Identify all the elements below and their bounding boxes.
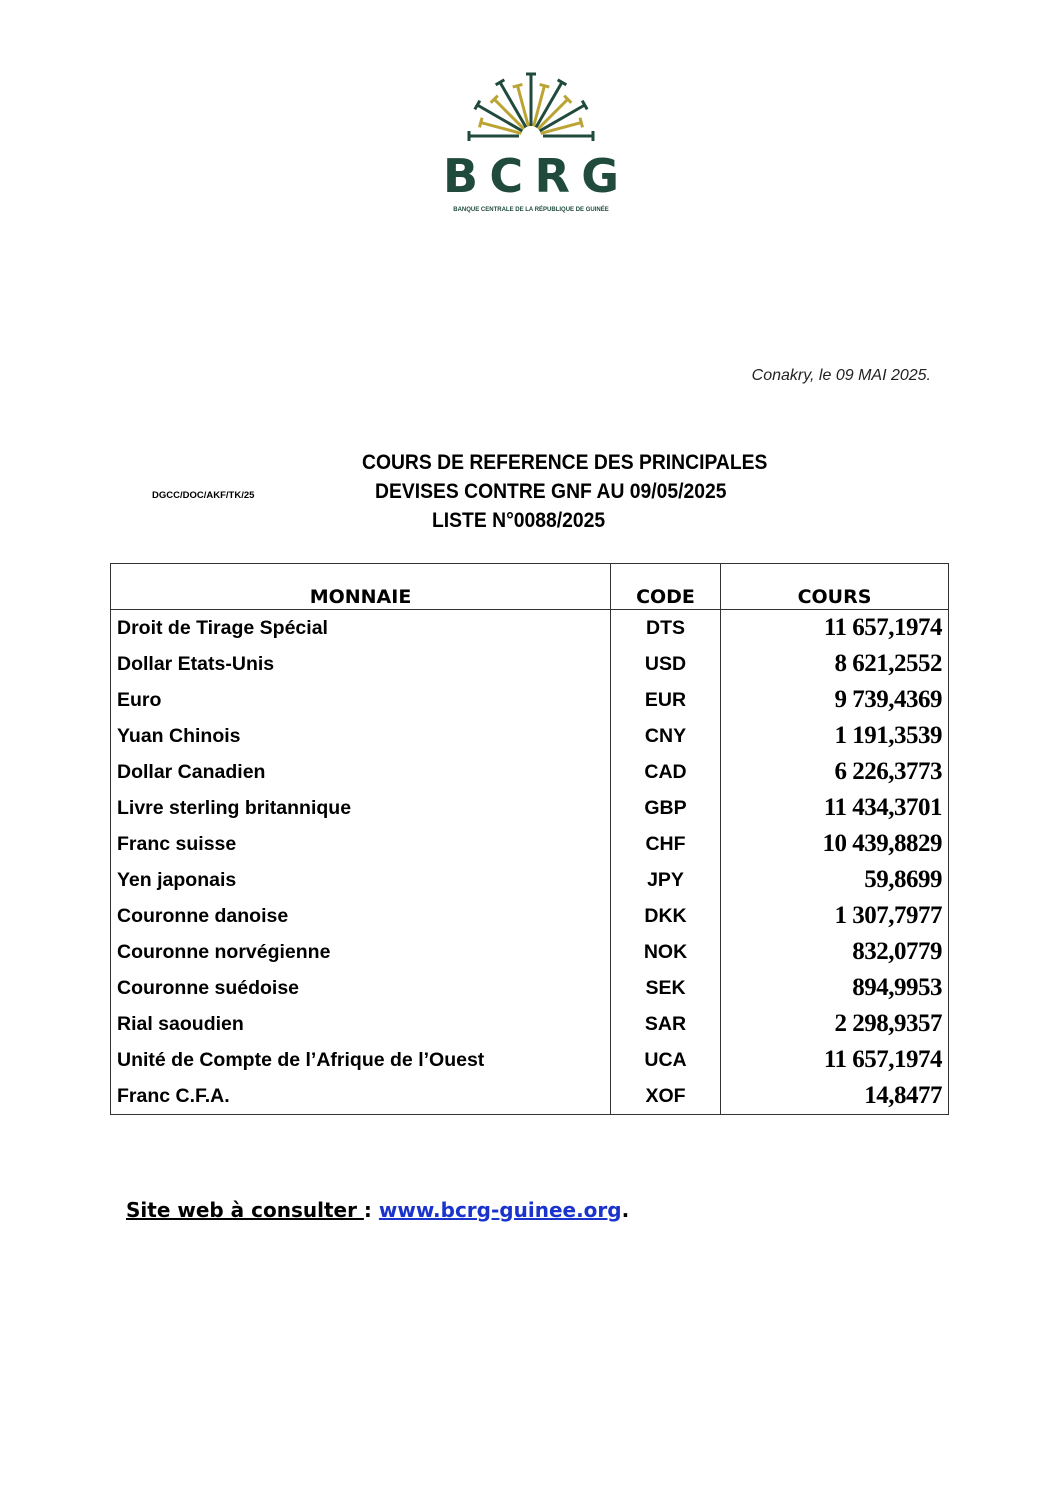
title-line-2: DEVISES CONTRE GNF AU 09/05/2025 — [375, 480, 727, 503]
logo-ray — [534, 81, 564, 129]
website-link[interactable]: www.bcrg-guinee.org — [378, 1198, 622, 1222]
currency-rate: 2 298,9357 — [720, 1006, 949, 1042]
header-rate: COURS — [720, 563, 949, 610]
logo-ray — [540, 121, 582, 135]
logo-ray — [532, 85, 546, 127]
logo-ray-cap — [563, 94, 573, 104]
currency-code: UCA — [610, 1042, 721, 1078]
logo-ray — [538, 103, 586, 133]
currency-name: Droit de Tirage Spécial — [117, 617, 328, 639]
table-row: Dollar Canadien CAD 6 226,3773 — [111, 754, 949, 790]
currency-rate: 59,8699 — [720, 862, 949, 898]
currency-code: JPY — [610, 862, 721, 898]
logo-ray-cap — [580, 99, 589, 111]
currency-code: DTS — [610, 609, 721, 646]
currency-rate: 8 621,2552 — [720, 646, 949, 682]
table-row: Rial saoudien SAR 2 298,9357 — [111, 1006, 949, 1042]
currency-code: DKK — [610, 898, 721, 934]
logo-ray-cap — [512, 83, 523, 89]
title-line-3: LISTE N°0088/2025 — [432, 509, 606, 532]
logo-subtitle: BANQUE CENTRALE DE LA RÉPUBLIQUE DE GUIN… — [453, 207, 609, 213]
currency-code: CAD — [610, 754, 721, 790]
currency-code: SEK — [610, 970, 721, 1006]
table-row: Yuan Chinois CNY 1 191,3539 — [111, 718, 949, 754]
currency-name: Euro — [117, 689, 162, 711]
table-row: Yen japonais JPY 59,8699 — [111, 862, 949, 898]
table-row: Euro EUR 9 739,4369 — [111, 682, 949, 718]
currency-code: GBP — [610, 790, 721, 826]
currency-name: Couronne danoise — [117, 905, 289, 927]
currency-code: XOF — [610, 1078, 721, 1115]
reference-number: DGCC/DOC/AKF/TK/25 — [152, 490, 255, 501]
logo-ray — [498, 81, 528, 129]
table-row: Couronne suédoise SEK 894,9953 — [111, 970, 949, 1006]
table-row: Franc C.F.A. XOF 14,8477 — [111, 1078, 949, 1115]
website-label: Site web à consulter — [126, 1198, 364, 1222]
currency-rate: 6 226,3773 — [720, 754, 949, 790]
table-row: Franc suisse CHF 10 439,8829 — [111, 826, 949, 862]
header-code: CODE — [610, 563, 721, 610]
currency-rate: 9 739,4369 — [720, 682, 949, 718]
document-date: Conakry, le 09 MAI 2025. — [751, 367, 931, 384]
logo-ray — [516, 85, 530, 127]
logo-text: BCRG — [443, 149, 619, 203]
exchange-rate-table: MONNAIE CODE COURS Droit de Tirage Spéci… — [110, 563, 949, 1115]
logo-ray — [480, 121, 522, 135]
currency-name: Yuan Chinois — [117, 725, 241, 747]
table-row: Livre sterling britannique GBP 11 434,3701 — [111, 790, 949, 826]
logo-ray — [493, 98, 525, 130]
currency-rate: 1 191,3539 — [720, 718, 949, 754]
website-separator: : — [363, 1198, 379, 1222]
bcrg-logo: BCRG — [436, 70, 626, 204]
table-row: Dollar Etats-Unis USD 8 621,2552 — [111, 646, 949, 682]
currency-name: Livre sterling britannique — [117, 797, 352, 819]
title-line-1: COURS DE REFERENCE DES PRINCIPALES — [362, 451, 768, 474]
currency-rate: 832,0779 — [720, 934, 949, 970]
table-header-row: MONNAIE CODE COURS — [110, 563, 949, 610]
logo-ray-cap — [578, 117, 584, 128]
website-line: Site web à consulter : www.bcrg-guinee.o… — [126, 1197, 629, 1223]
currency-name: Dollar Canadien — [117, 761, 266, 783]
logo-ray-cap — [494, 78, 506, 87]
currency-name: Franc suisse — [117, 833, 237, 855]
currency-rate: 11 657,1974 — [720, 1042, 949, 1078]
currency-name: Unité de Compte de l’Afrique de l’Ouest — [117, 1049, 485, 1071]
currency-rate: 10 439,8829 — [720, 826, 949, 862]
logo-ray-cap — [539, 83, 550, 89]
logo-ray — [537, 98, 569, 130]
currency-code: NOK — [610, 934, 721, 970]
currency-code: SAR — [610, 1006, 721, 1042]
currency-name: Franc C.F.A. — [117, 1085, 230, 1107]
logo-ray-cap — [478, 117, 484, 128]
logo-ray — [476, 103, 524, 133]
currency-rate: 14,8477 — [720, 1078, 949, 1115]
currency-rate: 894,9953 — [720, 970, 949, 1006]
currency-name: Couronne norvégienne — [117, 941, 331, 963]
currency-rate: 11 657,1974 — [720, 609, 949, 646]
website-end: . — [621, 1198, 630, 1222]
currency-code: CNY — [610, 718, 721, 754]
currency-name: Rial saoudien — [117, 1013, 244, 1035]
logo-rays-icon: BCRG — [443, 72, 619, 203]
currency-code: USD — [610, 646, 721, 682]
logo-ray-cap — [473, 99, 482, 111]
currency-name: Dollar Etats-Unis — [117, 653, 275, 675]
table-row: Unité de Compte de l’Afrique de l’Ouest U… — [111, 1042, 949, 1078]
table-row: Droit de Tirage Spécial DTS 11 657,1974 — [111, 609, 949, 646]
currency-rate: 11 434,3701 — [720, 790, 949, 826]
logo-ray-cap — [556, 78, 568, 87]
table-row: Couronne norvégienne NOK 832,0779 — [111, 934, 949, 970]
currency-name: Couronne suédoise — [117, 977, 300, 999]
currency-name: Yen japonais — [117, 869, 237, 891]
table-row: Couronne danoise DKK 1 307,7977 — [111, 898, 949, 934]
currency-rate: 1 307,7977 — [720, 898, 949, 934]
header-currency: MONNAIE — [110, 563, 611, 610]
currency-code: CHF — [610, 826, 721, 862]
currency-code: EUR — [610, 682, 721, 718]
logo-ray-cap — [489, 94, 499, 104]
